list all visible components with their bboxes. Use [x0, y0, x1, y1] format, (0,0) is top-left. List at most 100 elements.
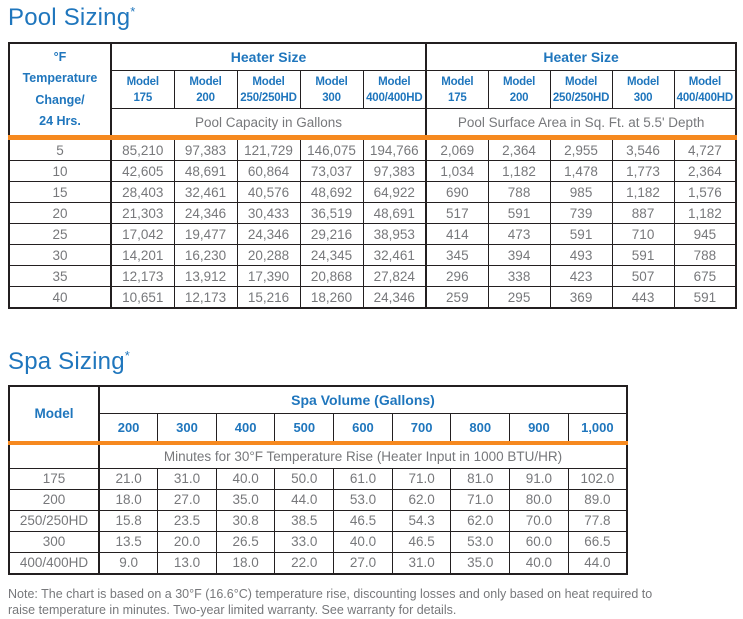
pool-capacity-value: 28,403 [110, 181, 175, 204]
pool-model-header: Model 300 [299, 70, 364, 110]
pool-capacity-value: 18,260 [299, 286, 364, 309]
pool-model-number: 300 [322, 91, 341, 104]
pool-area-value: 369 [549, 286, 613, 309]
pool-capacity-value: 17,390 [236, 265, 301, 288]
pool-area-value: 887 [611, 202, 675, 225]
pool-table-row: 20 21,303 24,346 30,433 36,519 48,691 517 591 73… [8, 202, 737, 225]
pool-capacity-sublabel: Pool Capacity in Gallons [110, 108, 427, 141]
spa-minutes-value: 89.0 [567, 488, 628, 511]
pool-area-value: 1,034 [425, 160, 489, 183]
spa-header-row-sublabel: Minutes for 30°F Temperature Rise (Heate… [8, 442, 628, 469]
pool-area-value: 2,364 [673, 160, 737, 183]
spa-table-row: 250/250HD 15.8 23.5 30.8 38.5 46.5 54.3 62.0 70.… [8, 509, 628, 532]
spa-minutes-value: 46.5 [391, 530, 452, 553]
pool-table-row: 10 42,605 48,691 60,864 73,037 97,383 1,034 1,1… [8, 160, 737, 183]
pool-capacity-value: 32,461 [362, 244, 427, 267]
pool-temp-value: 35 [8, 265, 112, 288]
pool-header-row-groups: °F Temperature Change/ 24 Hrs. Heater Si… [8, 42, 737, 141]
pool-model-word: Model [378, 75, 411, 88]
pool-capacity-value: 32,461 [173, 181, 238, 204]
spa-minutes-value: 26.5 [215, 530, 276, 553]
pool-sizing-table: °F Temperature Change/ 24 Hrs. Heater Si… [8, 42, 738, 310]
pool-area-value: 296 [425, 265, 489, 288]
pool-capacity-value: 24,346 [173, 202, 238, 225]
spa-minutes-value: 60.0 [509, 530, 569, 553]
pool-area-value: 414 [425, 223, 489, 246]
pool-capacity-value: 14,201 [110, 244, 175, 267]
footnote: Note: The chart is based on a 30°F (16.6… [8, 586, 653, 617]
pool-area-value: 2,364 [487, 137, 551, 162]
spa-minutes-value: 21.0 [98, 467, 159, 490]
spa-minutes-value: 40.0 [215, 467, 276, 490]
spa-minutes-value: 35.0 [215, 488, 276, 511]
pool-area-value: 591 [673, 286, 737, 309]
pool-capacity-value: 194,766 [362, 137, 427, 162]
spa-minutes-value: 27.0 [157, 488, 217, 511]
spa-table-row: 200 18.0 27.0 35.0 44.0 53.0 62.0 71.0 80.0 89.0 [8, 488, 628, 511]
spa-minutes-value: 91.0 [509, 467, 569, 490]
spa-minutes-value: 46.5 [333, 509, 393, 532]
pool-capacity-value: 48,691 [173, 160, 238, 183]
pool-area-value: 3,546 [611, 137, 675, 162]
pool-header-row-sublabels: Pool Capacity in Gallons Pool Surface Ar… [9, 108, 737, 141]
spa-minutes-value: 44.0 [274, 488, 335, 511]
pool-table-row: 30 14,201 16,230 20,288 24,345 32,461 345 394 49… [8, 244, 737, 267]
pool-area-value: 675 [673, 265, 737, 288]
spa-minutes-value: 66.5 [567, 530, 628, 553]
pool-model-number: 175 [448, 91, 467, 104]
spa-volume-header: 600 [333, 412, 393, 445]
pool-model-header: Model 175 [425, 70, 489, 110]
pool-temp-header-line: °F [53, 49, 67, 64]
pool-capacity-value: 21,303 [110, 202, 175, 225]
spa-minutes-value: 40.0 [509, 551, 569, 575]
pool-temp-header-line: Temperature [22, 71, 98, 86]
pool-capacity-value: 24,345 [299, 244, 364, 267]
spa-minutes-sublabel: Minutes for 30°F Temperature Rise (Heate… [98, 442, 628, 469]
spa-volume-header: 1,000 [567, 412, 628, 445]
pool-capacity-value: 38,953 [362, 223, 427, 246]
pool-capacity-value: 20,868 [299, 265, 364, 288]
pool-model-word: Model [315, 75, 348, 88]
spa-minutes-value: 44.0 [567, 551, 628, 575]
pool-model-number: 400/400HD [676, 91, 734, 104]
pool-temp-value: 30 [8, 244, 112, 267]
pool-title-text: Pool Sizing [8, 4, 131, 31]
pool-model-word: Model [126, 75, 159, 88]
spa-minutes-value: 23.5 [157, 509, 217, 532]
spa-minutes-value: 27.0 [333, 551, 393, 575]
pool-area-value: 690 [425, 181, 489, 204]
pool-capacity-value: 48,691 [362, 202, 427, 225]
spa-table-row: 175 21.0 31.0 40.0 50.0 61.0 71.0 81.0 91.0 102.0 [8, 467, 628, 490]
spa-sizing-table: Model Spa Volume (Gallons) 200 300 400 500 6… [8, 384, 628, 575]
spa-sizing-title: Spa Sizing* [8, 349, 735, 375]
pool-capacity-value: 85,210 [110, 137, 175, 162]
pool-capacity-value: 48,692 [299, 181, 364, 204]
pool-capacity-value: 42,605 [110, 160, 175, 183]
pool-area-value: 739 [549, 202, 613, 225]
spa-title-text: Spa Sizing [8, 348, 125, 376]
pool-area-value: 2,955 [549, 137, 613, 162]
spa-minutes-value: 71.0 [391, 467, 452, 490]
spa-minutes-value: 9.0 [98, 551, 159, 575]
spa-header-row-volumes: 200 300 400 500 600 700 800 900 1,000 [9, 412, 628, 445]
spa-model-value: 200 [8, 488, 100, 511]
spa-minutes-value: 77.8 [567, 509, 628, 532]
pool-capacity-value: 19,477 [173, 223, 238, 246]
pool-capacity-value: 29,216 [299, 223, 364, 246]
pool-capacity-value: 60,864 [236, 160, 301, 183]
pool-temp-header-line: Change/ [35, 92, 85, 107]
pool-temp-value: 20 [8, 202, 112, 225]
spa-minutes-value: 18.0 [98, 488, 159, 511]
pool-area-value: 1,478 [549, 160, 613, 183]
pool-model-header: Model 200 [173, 70, 238, 110]
pool-model-header: Model 300 [611, 70, 675, 110]
pool-capacity-value: 10,651 [110, 286, 175, 309]
spa-model-value: 300 [8, 530, 100, 553]
pool-area-value: 394 [487, 244, 551, 267]
pool-area-value: 945 [673, 223, 737, 246]
pool-area-value: 345 [425, 244, 489, 267]
pool-area-value: 1,182 [487, 160, 551, 183]
spa-minutes-value: 13.5 [98, 530, 159, 553]
pool-model-word: Model [189, 75, 222, 88]
